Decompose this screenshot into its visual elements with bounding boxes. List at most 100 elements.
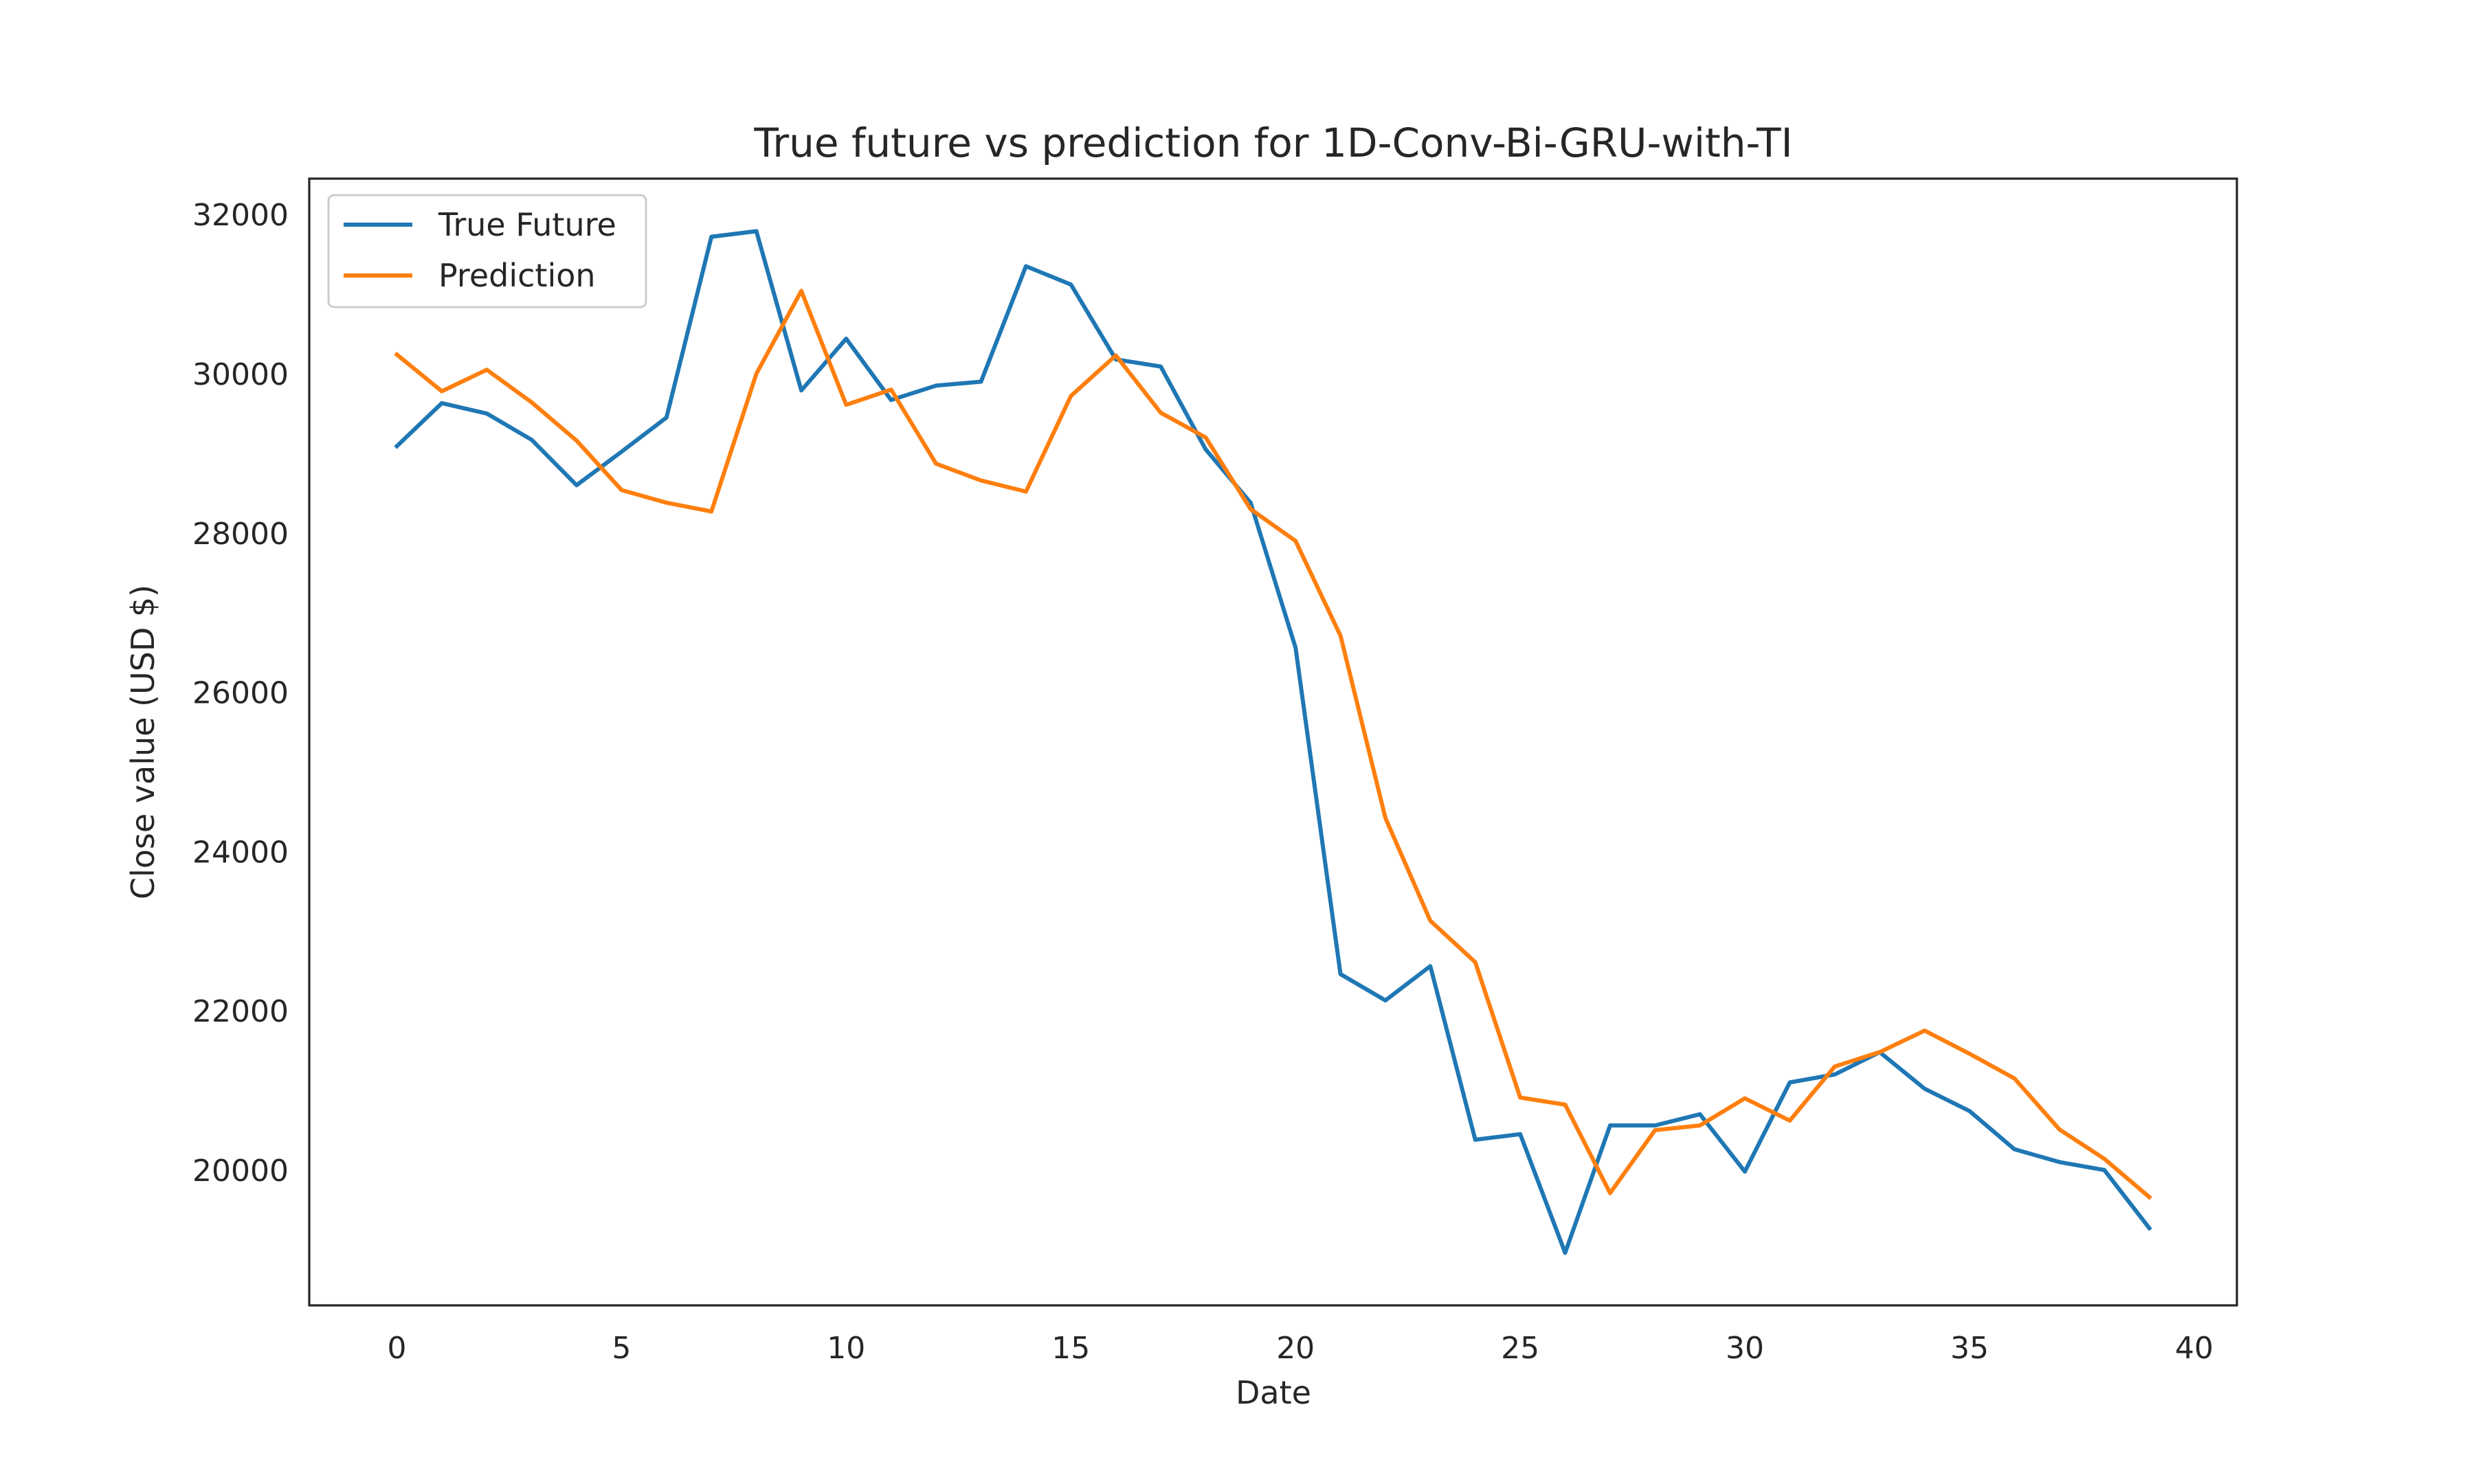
x-tick-label-10: 10 [827,1331,865,1366]
data-point-prediction-38 [2103,1158,2106,1160]
data-point-true-future-14 [1025,265,1027,267]
plot-frame [308,177,2238,1307]
x-tick-label-20: 20 [1276,1331,1315,1366]
y-tick-label-26000: 26000 [192,676,289,711]
data-point-true-future-27 [1609,1124,1612,1127]
data-point-true-future-28 [1653,1124,1656,1127]
data-point-prediction-9 [800,289,803,292]
x-tick-label-15: 15 [1051,1331,1090,1366]
data-point-prediction-32 [1834,1065,1836,1068]
data-point-true-future-22 [1384,999,1387,1002]
data-point-prediction-28 [1653,1129,1656,1132]
x-tick-label-30: 30 [1726,1331,1764,1366]
data-point-true-future-24 [1474,1138,1477,1141]
data-point-prediction-29 [1699,1124,1702,1127]
data-point-true-future-23 [1429,965,1431,967]
data-point-prediction-37 [2058,1128,2061,1131]
y-tick-label-28000: 28000 [192,517,289,552]
data-point-true-future-35 [1968,1110,1971,1112]
plot-area [308,177,2238,1307]
x-axis-label: Date [1236,1374,1311,1411]
data-point-true-future-3 [531,438,533,441]
y-tick-label-30000: 30000 [192,357,289,392]
data-point-prediction-30 [1743,1097,1746,1100]
data-point-true-future-29 [1699,1113,1702,1116]
data-point-true-future-18 [1204,448,1207,451]
data-point-prediction-17 [1159,412,1162,414]
data-point-prediction-34 [1924,1029,1926,1032]
data-point-prediction-33 [1878,1050,1881,1053]
data-point-true-future-7 [710,236,713,238]
data-point-prediction-25 [1519,1097,1522,1099]
data-point-prediction-6 [665,502,668,504]
data-point-true-future-39 [2148,1227,2150,1230]
data-point-true-future-12 [935,384,937,387]
data-point-prediction-36 [2013,1077,2016,1080]
data-point-prediction-31 [1788,1119,1791,1122]
data-point-true-future-21 [1339,973,1342,976]
plot-background [309,179,2237,1305]
x-tick-label-35: 35 [1950,1331,1989,1366]
chart-title: True future vs prediction for 1D-Conv-Bi… [753,120,1792,166]
data-point-true-future-8 [755,230,758,232]
data-point-prediction-13 [980,479,982,482]
data-point-prediction-18 [1204,436,1207,439]
x-axis-ticks: 0 5 10 15 20 25 30 35 40 [388,1331,2214,1366]
data-point-true-future-34 [1924,1088,1926,1090]
data-point-prediction-2 [485,368,488,371]
data-point-prediction-23 [1429,919,1431,922]
data-point-prediction-1 [441,390,443,392]
data-point-true-future-36 [2013,1148,2016,1151]
data-point-prediction-14 [1025,491,1027,493]
data-point-prediction-39 [2148,1195,2150,1198]
data-point-prediction-20 [1294,539,1297,542]
data-point-prediction-11 [890,388,893,391]
x-tick-label-25: 25 [1501,1331,1539,1366]
data-point-prediction-0 [396,353,398,356]
data-point-true-future-25 [1519,1133,1522,1136]
data-point-prediction-10 [845,403,847,406]
data-point-prediction-24 [1474,961,1477,963]
legend-label-true-future: True Future [438,206,616,243]
data-point-prediction-4 [575,439,578,442]
data-point-true-future-13 [980,381,982,383]
data-point-true-future-10 [845,337,847,340]
data-point-true-future-20 [1294,647,1297,649]
data-point-prediction-22 [1384,817,1387,820]
data-point-true-future-15 [1069,283,1072,286]
data-point-true-future-4 [575,484,578,486]
data-point-prediction-7 [710,510,713,513]
x-tick-label-5: 5 [612,1331,631,1366]
y-tick-label-22000: 22000 [192,994,289,1029]
series-line-true-future [394,229,2152,1255]
data-point-prediction-3 [531,401,533,404]
data-point-true-future-11 [890,398,893,401]
data-point-true-future-17 [1159,366,1162,368]
data-point-true-future-6 [665,416,668,419]
data-point-prediction-8 [755,372,758,375]
data-point-true-future-9 [800,389,803,392]
data-point-true-future-19 [1249,502,1252,504]
y-axis-ticks: 20000 22000 24000 26000 28000 30000 32000 [192,198,289,1189]
data-point-prediction-12 [935,462,937,465]
y-tick-label-24000: 24000 [192,835,289,870]
y-tick-label-20000: 20000 [192,1154,289,1189]
data-point-prediction-16 [1115,354,1117,357]
data-point-prediction-19 [1249,508,1252,510]
data-point-true-future-0 [396,445,398,447]
y-axis-label: Close value (USD $) [124,585,161,899]
data-point-prediction-27 [1609,1192,1612,1195]
data-point-prediction-5 [620,488,623,491]
legend: True Future Prediction [327,194,647,308]
data-point-true-future-31 [1788,1081,1791,1083]
data-point-true-future-32 [1834,1073,1836,1076]
data-point-true-future-37 [2058,1160,2061,1163]
series-group [394,229,2152,1255]
x-tick-label-0: 0 [388,1331,407,1366]
legend-label-prediction: Prediction [438,257,596,294]
data-point-true-future-30 [1743,1170,1746,1173]
data-point-true-future-2 [485,412,488,415]
data-point-true-future-1 [441,402,443,405]
y-tick-label-32000: 32000 [192,198,289,233]
